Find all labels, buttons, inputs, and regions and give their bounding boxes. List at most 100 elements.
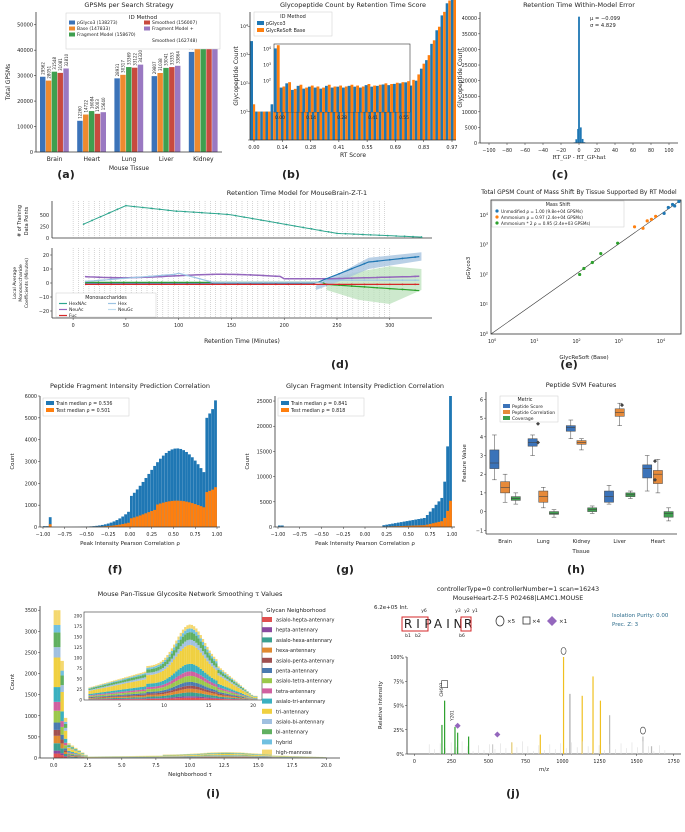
i-inset-seg: [217, 696, 220, 699]
i-inset-seg: [197, 689, 200, 694]
h-outlier: [653, 477, 657, 482]
i-inset-seg: [215, 698, 218, 700]
i-inset-seg: [215, 693, 218, 696]
i-inset-seg: [161, 661, 165, 664]
i-inset-seg: [221, 694, 225, 696]
f-bar-train: [138, 485, 142, 527]
g-xtick-label: 0.75: [425, 532, 436, 538]
i-inset-seg: [126, 695, 129, 697]
f-bar-test: [115, 525, 119, 527]
i-bar-seg: [237, 752, 242, 754]
i-xtick-label: 20.0: [321, 763, 332, 769]
i-inset-seg: [115, 695, 118, 697]
i-inset-seg: [179, 636, 182, 640]
i-inset-seg: [170, 650, 173, 654]
i-bar-seg: [70, 747, 75, 749]
i-inset-seg: [135, 695, 138, 697]
i-inset-seg: [155, 693, 158, 695]
i-inset-seg: [124, 694, 127, 696]
i-inset-seg: [124, 696, 127, 698]
d-top-point: [260, 219, 262, 221]
f-ytick-label: 3000: [25, 460, 37, 466]
i-inset-seg: [195, 632, 198, 636]
i-inset-seg: [152, 698, 156, 699]
h-legend-swatch: [503, 410, 510, 414]
i-inset-seg: [224, 691, 227, 694]
b-bar-pglyco: [363, 104, 366, 140]
i-bar-seg: [57, 647, 61, 658]
j-seq-5: N: [454, 617, 463, 631]
i-bar-seg: [176, 755, 180, 757]
i-inset-seg: [101, 685, 105, 687]
i-inset-seg: [206, 694, 209, 698]
i-inset-seg: [206, 679, 209, 684]
i-inset-seg: [170, 683, 173, 688]
a-bar-brain-2: [51, 71, 58, 152]
i-inset-seg: [161, 697, 165, 699]
g-bar-train: [411, 520, 415, 527]
d-top-ytick: 250: [40, 224, 49, 230]
f-legend-label-0: Train median ρ = 0.536: [55, 401, 112, 407]
i-xlabel: Neighborhood τ: [168, 772, 212, 778]
d-coef-point: [186, 283, 189, 286]
f-xtick-label: 1.00: [212, 532, 223, 538]
i-inset-seg: [157, 688, 160, 692]
i-inset-seg: [215, 692, 218, 694]
i-inset-seg: [161, 695, 165, 698]
f-title: Peptide Fragment Intensity Prediction Co…: [50, 382, 210, 390]
i-inset-seg: [141, 672, 145, 674]
b-inset-bar2: [390, 83, 393, 112]
f-bar-train: [185, 451, 188, 527]
i-inset-seg: [150, 693, 153, 695]
i-inset-seg: [108, 685, 111, 687]
a-ytick-label: 0: [30, 150, 33, 156]
i-inset-seg: [150, 668, 153, 673]
b-inset-xtick: 0.00: [275, 115, 285, 121]
i-bar-seg: [237, 753, 242, 754]
h-legend-swatch: [503, 416, 510, 420]
j-ion-b6: b6: [459, 633, 465, 639]
i-inset-seg: [130, 675, 133, 677]
i-inset-seg: [141, 673, 145, 676]
h-xtick-label: Kidney: [573, 539, 591, 545]
i-bar-seg: [63, 750, 68, 752]
i-bar-seg: [74, 756, 78, 757]
i-bar-seg: [70, 748, 75, 750]
i-legend-swatch-2: [262, 637, 272, 643]
a-bar-label: 29807: [152, 61, 157, 74]
i-inset-seg: [177, 675, 180, 680]
i-inset-seg: [106, 682, 109, 684]
i-inset-seg: [132, 676, 136, 678]
a-xtick-label: Lung: [122, 156, 137, 163]
i-inset-seg: [215, 690, 218, 693]
f-bar-test: [164, 501, 168, 527]
i-inset-seg: [126, 697, 129, 699]
i-inset-seg: [215, 680, 218, 685]
i-inset-seg: [170, 687, 173, 691]
d-coef-point: [363, 283, 366, 286]
i-inset-seg: [108, 682, 111, 684]
i-inset-seg: [150, 698, 153, 699]
i-bar-seg: [70, 755, 75, 756]
i-inset-seg: [230, 697, 234, 699]
i-inset-seg: [115, 697, 118, 699]
i-inset-seg: [161, 698, 165, 700]
d-coef-point: [414, 279, 417, 282]
i-inset-seg: [104, 694, 107, 696]
j-seq-box-1: [401, 616, 429, 632]
i-inset-seg: [119, 695, 122, 697]
b-inset-bar2: [367, 83, 371, 112]
i-inset-seg: [141, 693, 145, 695]
i-inset-seg: [181, 648, 185, 667]
i-inset-seg: [95, 689, 98, 694]
i-inset-seg: [250, 696, 254, 698]
i-inset-seg: [119, 694, 122, 696]
i-bar-seg: [63, 742, 68, 746]
i-bar-seg: [67, 753, 71, 755]
b-bar-base: [417, 74, 420, 140]
a-bar-label: 30317: [121, 60, 126, 73]
d-coef-point: [414, 283, 417, 286]
i-inset-seg: [148, 691, 151, 694]
i-inset-seg: [128, 690, 131, 693]
i-inset-seg: [97, 697, 100, 698]
